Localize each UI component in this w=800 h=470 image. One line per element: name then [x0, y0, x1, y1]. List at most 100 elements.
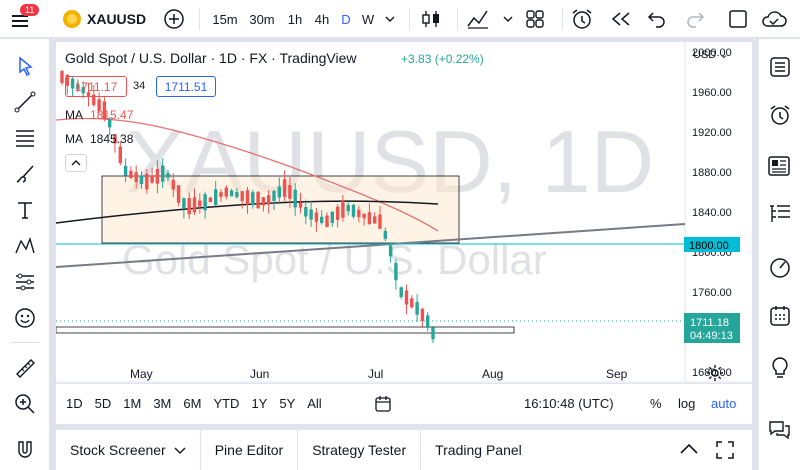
interval-30m[interactable]: 30m — [249, 11, 275, 27]
currency-selector[interactable]: USD ⌄ — [693, 48, 729, 61]
interval-w[interactable]: W — [361, 11, 375, 27]
tab-strategy-tester[interactable]: Strategy Tester — [298, 430, 422, 470]
ma2-value: 1845.38 — [90, 132, 134, 146]
rewind-icon — [611, 12, 630, 26]
cloud-check-icon — [762, 11, 787, 27]
icons-tool[interactable] — [12, 305, 38, 331]
redo-button[interactable] — [685, 9, 705, 34]
maximize-panel-button[interactable] — [716, 441, 734, 464]
pattern-tool[interactable] — [12, 233, 38, 259]
gear-icon — [707, 365, 723, 381]
candle-body — [399, 287, 403, 298]
interval-15m[interactable]: 15m — [212, 11, 238, 27]
candle-body — [410, 298, 414, 308]
range-5y[interactable]: 5Y — [279, 396, 296, 411]
trendline[interactable] — [56, 223, 686, 268]
symbol-search[interactable]: XAUUSD — [62, 9, 146, 29]
fib-tool[interactable] — [12, 125, 38, 151]
indicators-button[interactable] — [466, 8, 490, 35]
interval-4h[interactable]: 4h — [314, 11, 330, 27]
candle-body — [229, 190, 234, 197]
tab-stock-screener[interactable]: Stock Screener — [56, 430, 201, 470]
candle-body — [304, 207, 308, 217]
date-range-button[interactable] — [374, 395, 392, 418]
range-5d[interactable]: 5D — [94, 396, 112, 411]
grid-layout-icon — [526, 10, 544, 28]
candle-body — [335, 206, 340, 220]
range-1y[interactable]: 1Y — [251, 396, 268, 411]
user-menu[interactable]: 11 — [10, 4, 40, 32]
collapse-legend-button[interactable] — [65, 154, 87, 172]
range-all[interactable]: All — [307, 396, 322, 411]
moving-average-red[interactable] — [56, 117, 439, 232]
log-toggle[interactable]: log — [678, 396, 696, 411]
chart-title: Gold Spot / U.S. Dollar · 1D · FX · Trad… — [65, 50, 357, 66]
range-ytd[interactable]: YTD — [213, 396, 240, 411]
price-chart[interactable]: XAUUSD, 1D Gold Spot / U.S. Dollar 2000.… — [56, 42, 752, 424]
ruler-tool[interactable] — [12, 355, 38, 381]
range-1d[interactable]: 1D — [66, 396, 83, 411]
auto-toggle[interactable]: auto — [711, 396, 737, 411]
ma2-label[interactable]: MA — [65, 132, 83, 146]
expand-panel-button[interactable] — [680, 442, 698, 461]
candle-body — [171, 180, 175, 190]
candle-body — [378, 214, 382, 229]
moving-average-black[interactable] — [56, 200, 439, 224]
cloud-save-button[interactable] — [760, 9, 790, 36]
range-1m[interactable]: 1M — [123, 396, 142, 411]
text-tool[interactable] — [12, 197, 38, 223]
candle-body — [267, 195, 271, 205]
range-6m[interactable]: 6M — [183, 396, 202, 411]
magnet-tool[interactable] — [12, 437, 38, 463]
replay-button[interactable] — [610, 9, 632, 34]
interval-1h[interactable]: 1h — [287, 11, 303, 27]
trend-line-tool[interactable] — [12, 89, 38, 115]
chart-type-button[interactable] — [420, 8, 442, 35]
candle-body — [198, 200, 202, 207]
measure-tool[interactable] — [12, 269, 38, 295]
data-window-button[interactable] — [765, 253, 795, 283]
chevron-down-icon[interactable] — [503, 14, 513, 24]
calendar-button[interactable] — [765, 301, 795, 331]
layouts-button[interactable] — [525, 9, 545, 34]
interval-d[interactable]: D — [341, 11, 351, 27]
sell-button[interactable]: 1711.17 — [65, 76, 127, 97]
buy-button[interactable]: 1711.51 — [156, 76, 216, 97]
candle-body — [123, 165, 128, 176]
candle-body — [76, 84, 80, 90]
support-zone[interactable] — [56, 326, 515, 334]
brush-tool[interactable] — [12, 161, 38, 187]
candle-body — [277, 186, 281, 198]
chart-panel[interactable]: XAUUSD, 1D Gold Spot / U.S. Dollar 2000.… — [56, 42, 752, 424]
undo-button[interactable] — [647, 9, 667, 34]
chevron-down-icon: ⌄ — [719, 49, 729, 61]
range-3m[interactable]: 3M — [153, 396, 172, 411]
fullscreen-button[interactable] — [728, 9, 748, 34]
alerts-button[interactable] — [765, 100, 795, 130]
candle-body — [415, 302, 419, 315]
tab-pine-editor[interactable]: Pine Editor — [201, 430, 299, 470]
compare-button[interactable] — [163, 8, 185, 35]
consolidation-rectangle[interactable] — [101, 175, 460, 244]
watchlist-icon — [770, 57, 790, 77]
chats-button[interactable] — [765, 415, 795, 445]
news-button[interactable] — [765, 151, 795, 181]
clock-timezone[interactable]: 16:10:48 (UTC) — [524, 396, 614, 411]
countdown-label: 04:49:13 — [690, 330, 733, 342]
object-tree-button[interactable] — [765, 199, 795, 229]
zoom-tool[interactable] — [12, 391, 38, 417]
candle-body — [102, 101, 107, 120]
watchlist-button[interactable] — [765, 52, 795, 82]
divider — [199, 8, 200, 30]
ma1-label[interactable]: MA — [65, 108, 83, 122]
ideas-button[interactable] — [765, 353, 795, 383]
percent-toggle[interactable]: % — [650, 396, 662, 411]
chevron-down-icon[interactable] — [385, 14, 395, 24]
chart-settings-button[interactable] — [706, 364, 724, 385]
cursor-tool[interactable] — [12, 53, 38, 79]
chevron-up-icon — [680, 443, 698, 454]
time-tick: Jun — [250, 367, 269, 381]
tab-trading-panel[interactable]: Trading Panel — [435, 442, 522, 458]
cursor-arrow-icon — [19, 56, 33, 76]
alert-button[interactable] — [570, 7, 594, 36]
